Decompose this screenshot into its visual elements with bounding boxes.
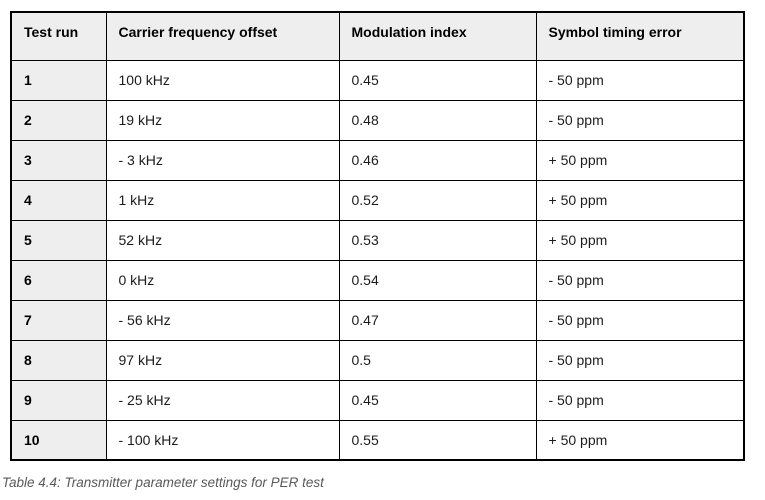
cell-carrier-frequency-offset: - 56 kHz xyxy=(105,299,340,341)
table-row: 3 - 3 kHz 0.46 + 50 ppm xyxy=(10,139,745,181)
cell-symbol-timing-error: - 50 ppm xyxy=(535,59,745,101)
header-row: Test run Carrier frequency offset Modula… xyxy=(10,11,745,61)
cell-modulation-index: 0.47 xyxy=(338,299,537,341)
cell-carrier-frequency-offset: 1 kHz xyxy=(105,179,340,221)
cell-symbol-timing-error: - 50 ppm xyxy=(535,299,745,341)
cell-carrier-frequency-offset: 19 kHz xyxy=(105,99,340,141)
cell-test-run: 4 xyxy=(10,179,107,221)
cell-modulation-index: 0.53 xyxy=(338,219,537,261)
cell-modulation-index: 0.45 xyxy=(338,379,537,421)
table-row: 8 97 kHz 0.5 - 50 ppm xyxy=(10,339,745,381)
cell-test-run: 10 xyxy=(10,419,107,461)
cell-symbol-timing-error: + 50 ppm xyxy=(535,419,745,461)
table-row: 5 52 kHz 0.53 + 50 ppm xyxy=(10,219,745,261)
cell-symbol-timing-error: + 50 ppm xyxy=(535,139,745,181)
cell-carrier-frequency-offset: 52 kHz xyxy=(105,219,340,261)
column-header-modulation-index: Modulation index xyxy=(338,11,537,61)
table-row: 7 - 56 kHz 0.47 - 50 ppm xyxy=(10,299,745,341)
cell-symbol-timing-error: + 50 ppm xyxy=(535,219,745,261)
cell-carrier-frequency-offset: - 3 kHz xyxy=(105,139,340,181)
cell-modulation-index: 0.48 xyxy=(338,99,537,141)
cell-symbol-timing-error: - 50 ppm xyxy=(535,339,745,381)
cell-modulation-index: 0.54 xyxy=(338,259,537,301)
cell-modulation-index: 0.5 xyxy=(338,339,537,381)
cell-test-run: 9 xyxy=(10,379,107,421)
table-header: Test run Carrier frequency offset Modula… xyxy=(10,11,745,61)
table-caption: Table 4.4: Transmitter parameter setting… xyxy=(2,475,324,490)
column-header-carrier-frequency-offset: Carrier frequency offset xyxy=(105,11,340,61)
cell-test-run: 5 xyxy=(10,219,107,261)
table-body: 1 100 kHz 0.45 - 50 ppm 2 19 kHz 0.48 - … xyxy=(10,59,745,461)
column-header-test-run: Test run xyxy=(10,11,107,61)
cell-modulation-index: 0.55 xyxy=(338,419,537,461)
cell-carrier-frequency-offset: - 25 kHz xyxy=(105,379,340,421)
table-row: 1 100 kHz 0.45 - 50 ppm xyxy=(10,59,745,101)
cell-test-run: 6 xyxy=(10,259,107,301)
cell-symbol-timing-error: - 50 ppm xyxy=(535,259,745,301)
cell-modulation-index: 0.45 xyxy=(338,59,537,101)
cell-carrier-frequency-offset: - 100 kHz xyxy=(105,419,340,461)
cell-modulation-index: 0.46 xyxy=(338,139,537,181)
cell-symbol-timing-error: - 50 ppm xyxy=(535,379,745,421)
transmitter-parameter-table: Test run Carrier frequency offset Modula… xyxy=(10,11,745,461)
cell-test-run: 8 xyxy=(10,339,107,381)
cell-modulation-index: 0.52 xyxy=(338,179,537,221)
cell-carrier-frequency-offset: 100 kHz xyxy=(105,59,340,101)
cell-test-run: 7 xyxy=(10,299,107,341)
table-row: 2 19 kHz 0.48 - 50 ppm xyxy=(10,99,745,141)
cell-carrier-frequency-offset: 97 kHz xyxy=(105,339,340,381)
table-row: 10 - 100 kHz 0.55 + 50 ppm xyxy=(10,419,745,461)
cell-symbol-timing-error: + 50 ppm xyxy=(535,179,745,221)
cell-carrier-frequency-offset: 0 kHz xyxy=(105,259,340,301)
cell-test-run: 1 xyxy=(10,59,107,101)
cell-test-run: 3 xyxy=(10,139,107,181)
table-row: 4 1 kHz 0.52 + 50 ppm xyxy=(10,179,745,221)
column-header-symbol-timing-error: Symbol timing error xyxy=(535,11,745,61)
table-row: 9 - 25 kHz 0.45 - 50 ppm xyxy=(10,379,745,421)
cell-symbol-timing-error: - 50 ppm xyxy=(535,99,745,141)
cell-test-run: 2 xyxy=(10,99,107,141)
table-row: 6 0 kHz 0.54 - 50 ppm xyxy=(10,259,745,301)
